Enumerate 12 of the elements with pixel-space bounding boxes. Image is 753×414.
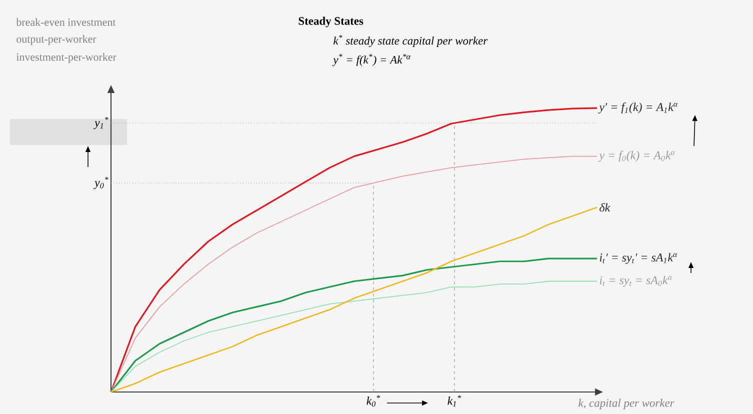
series-label: δk <box>600 203 610 212</box>
series-label: y = f$_{0}$(k) = A$_{0}$k$^{α}$ <box>598 150 676 162</box>
chart-title: Steady States <box>298 16 364 28</box>
text: k$^{*}$ steady state capital per worker <box>334 34 488 48</box>
text: investment-per-worker <box>16 53 116 63</box>
series-label: i$_{t}$ = sy$_{t}$ = sA$_{0}$k$^{α}$ <box>600 276 672 287</box>
text: output-per-worker <box>16 35 96 45</box>
x-axis-title: k, capital per worker <box>578 398 674 410</box>
text: break-even investment <box>16 18 116 26</box>
series-label: y′ = f$_{1}$(k) = A$_{1}$k$^{α}$ <box>598 102 678 114</box>
series-label: i$_{t}$′ = sy$_{t}$′ = sA$_{1}$k$^{α}$ <box>600 253 678 264</box>
text: y$^{*}$ = f(k$^{*}$) = Ak$^{*α}$ <box>332 54 411 66</box>
